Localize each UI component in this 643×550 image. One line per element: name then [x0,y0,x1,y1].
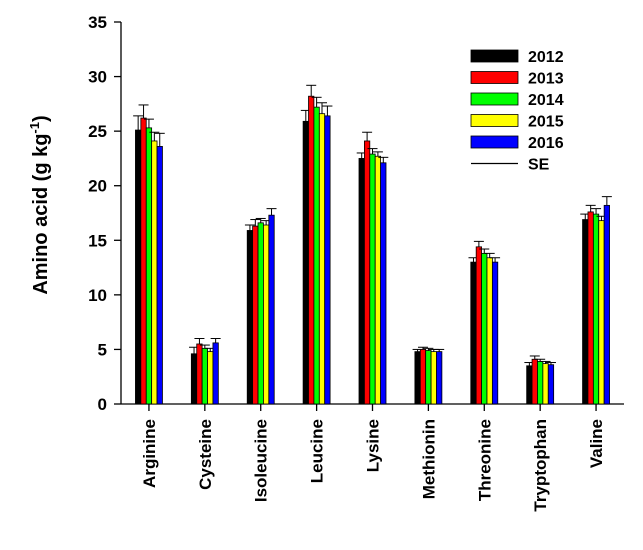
bar-valine-2015 [598,220,605,405]
bar-tryptophan-2012 [526,365,533,405]
legend-swatch-2014 [470,92,519,106]
bar-valine-2016 [603,204,610,405]
y-axis-title-end: ) [30,115,52,122]
category-label-lysine: Lysine [364,419,383,472]
bar-tryptophan-2016 [547,364,555,405]
y-tick-label-5: 5 [98,340,107,359]
y-axis-title-main: Amino acid (g kg [30,134,52,295]
bar-methionin-2012 [414,351,421,405]
legend-label-2013: 2013 [528,71,564,88]
bar-lysine-2014 [369,153,376,405]
y-tick-label-30: 30 [88,68,107,87]
category-label-valine: Valine [587,419,606,468]
bar-cysteine-2012 [190,353,198,405]
y-tick-label-35: 35 [88,13,107,32]
bar-tryptophan-2013 [531,358,538,405]
bar-leucine-2016 [324,115,331,405]
plot-area: 0 5 10 15 20 25 30 35 Arginine Cysteine Isoleucine… [88,13,624,512]
bar-arginine-2013 [140,117,147,405]
bar-tryptophan-2015 [542,363,549,405]
y-tick-label-25: 25 [88,122,107,141]
category-label-threonine: Threonine [475,419,494,501]
bar-methionin-2014 [425,350,432,405]
bar-leucine-2014 [313,106,320,405]
category-label-cysteine: Cysteine [196,419,215,490]
bar-arginine-2015 [151,140,158,405]
bar-threonine-2015 [486,257,493,405]
bar-valine-2013 [587,211,594,405]
y-tick-label-15: 15 [88,231,107,250]
bar-valine-2012 [582,219,589,405]
category-label-tryptophan: Tryptophan [531,419,550,512]
legend: 2012 2013 2014 2015 2016 SE [470,49,564,174]
category-label-isoleucine: Isoleucine [252,419,271,502]
bar-leucine-2015 [318,113,326,405]
legend-label-2014: 2014 [528,92,564,109]
legend-swatch-2012 [470,49,519,63]
bar-cysteine-2014 [201,347,208,405]
bar-threonine-2013 [475,246,482,405]
bar-arginine-2012 [135,129,142,405]
y-axis-title: Amino acid (g kg-1) [27,115,52,294]
y-tick-label-20: 20 [88,177,107,196]
legend-swatch-2013 [470,71,519,84]
bar-cysteine-2016 [212,342,219,405]
y-tick-label-10: 10 [88,286,107,305]
legend-label-2012: 2012 [528,49,564,66]
category-label-arginine: Arginine [140,419,159,488]
bar-lysine-2016 [380,162,387,405]
bar-isoleucine-2012 [246,230,254,405]
bar-valine-2014 [592,213,600,405]
svg-text:Amino acid (g kg-1): Amino acid (g kg-1) [27,115,52,294]
bar-arginine-2014 [145,127,153,405]
bar-methionin-2013 [419,349,427,405]
y-tick-label-0: 0 [98,395,107,414]
bar-tryptophan-2014 [537,361,544,405]
bar-isoleucine-2013 [252,225,259,405]
bar-threonine-2014 [481,252,488,405]
bar-lysine-2015 [374,155,382,405]
bar-leucine-2013 [308,95,315,405]
bar-lysine-2012 [358,158,365,405]
bar-isoleucine-2015 [263,224,270,405]
legend-label-2015: 2015 [528,114,564,131]
category-label-leucine: Leucine [308,419,327,483]
category-label-methionin: Methionin [419,419,438,499]
y-axis-title-sup: -1 [27,122,42,134]
legend-label-se: SE [528,157,550,174]
bar-leucine-2012 [302,120,309,405]
bar-cysteine-2015 [207,351,214,405]
bar-threonine-2012 [470,261,477,405]
legend-swatch-2015 [470,114,519,127]
bar-isoleucine-2016 [268,214,275,405]
bar-arginine-2016 [156,146,163,405]
bar-methionin-2016 [436,351,443,405]
bar-cysteine-2013 [196,343,203,405]
legend-label-2016: 2016 [528,135,564,152]
bar-lysine-2013 [363,140,371,405]
bar-threonine-2016 [491,261,499,405]
legend-swatch-2016 [470,135,519,149]
bar-methionin-2015 [430,351,437,405]
bar-isoleucine-2014 [257,222,264,405]
